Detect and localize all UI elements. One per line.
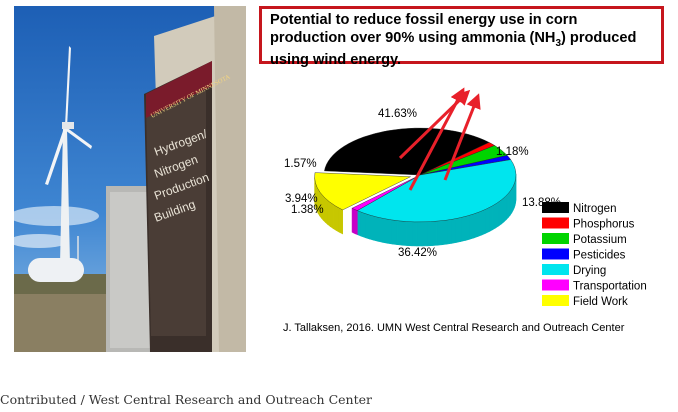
pie-chart-area: 36.42% 1.38% 3.94% 1.57% 41.63% 1.18% 13.88% N… (250, 70, 678, 340)
pie-side-transportation (351, 207, 354, 234)
pie-side-field-work (327, 199, 331, 228)
headline-box: Potential to reduce fossil energy use in… (259, 6, 664, 68)
pie-side-drying (373, 215, 379, 242)
annotation-arrows (398, 87, 481, 191)
pie-side-drying (436, 220, 443, 246)
legend-label-pesticides: Pesticides (573, 250, 626, 262)
pie-side-drying (503, 194, 507, 223)
pie-chart: 36.42%1.38%3.94%1.57%41.63%1.18%13.88% N… (284, 87, 647, 308)
pie-side-field-work (325, 197, 328, 226)
headline-line-2-post: ) produced (561, 29, 637, 46)
annotation-arrow-2 (408, 87, 465, 191)
headline-line-3: using wind energy. (270, 51, 402, 68)
legend-label-drying: Drying (573, 265, 606, 277)
pie-side-drying (464, 214, 470, 241)
turbine-blade (45, 128, 67, 185)
data-label-nitrogen: 36.42% (398, 247, 437, 259)
pie-slice-transportation (351, 174, 421, 211)
pie-side-drying (391, 219, 398, 245)
legend-swatch-nitrogen (542, 202, 569, 213)
pie-side-drying (401, 220, 408, 246)
legend-swatch-potassium (542, 233, 569, 244)
headline-line-2: production over 90% using ammonia (NH3) … (270, 30, 653, 52)
legend-swatch-pesticides (542, 248, 569, 260)
pie-side-field-work (332, 203, 337, 231)
cloud (14, 234, 69, 248)
pie-side-drying (498, 199, 502, 227)
pie-side-drying (451, 218, 457, 244)
building-wall (214, 6, 246, 352)
pie-side-drying (495, 201, 500, 229)
pie-side-drying (387, 218, 393, 245)
photo-illustration: UNIVERSITY OF MINNESOTA Hydrogen/ Nitrog… (14, 6, 246, 352)
headline-text: Potential to reduce fossil energy use in… (270, 12, 653, 69)
pie-side-drying (455, 217, 462, 243)
pie-side-drying (492, 203, 497, 231)
pie-side-drying (506, 192, 509, 221)
pie-side-drying (431, 220, 438, 246)
turbine-tower (60, 128, 70, 264)
pie-side-drying (501, 197, 505, 225)
sign-face (146, 76, 206, 336)
headline-subscript: 3 (555, 37, 561, 49)
annotation-arrow-3 (443, 93, 481, 181)
pie-side-drying (488, 205, 493, 233)
turbine-blade (65, 46, 71, 128)
photo-wind-turbine-building: UNIVERSITY OF MINNESOTA Hydrogen/ Nitrog… (14, 6, 246, 352)
headline-line-1: Potential to reduce fossil energy use in… (270, 12, 578, 28)
pie-side-drying (473, 212, 479, 239)
legend: Nitrogen Phosphorus Potassium Pesticides Dry… (542, 202, 647, 308)
pie-side-drying (382, 217, 388, 244)
pie-side-field-work (329, 201, 334, 230)
pie-side-drying (446, 219, 452, 245)
pie-side-drying (377, 216, 384, 243)
legend-label-transportation: Transportation (573, 281, 647, 293)
cloud (14, 206, 99, 226)
legend-swatch-phosphorus (542, 217, 569, 229)
pie-layer (314, 127, 517, 247)
pie-side-drying (396, 220, 403, 246)
legend-swatch-field-work (542, 295, 569, 306)
storage-tank (28, 258, 84, 282)
legend-label-nitrogen: Nitrogen (573, 203, 616, 215)
pie-slice-drying (356, 159, 517, 223)
pie-side-drying (441, 219, 448, 246)
data-label-potassium: 3.94% (285, 193, 318, 205)
pie-side-drying (369, 214, 375, 241)
headline-line-2-pre: production over 90% using ammonia (NH (270, 29, 556, 46)
legend-label-phosphorus: Phosphorus (573, 219, 635, 231)
data-label-pesticides: 1.57% (284, 158, 317, 170)
pie-side-field-work (338, 207, 343, 235)
pie-side-drying (421, 221, 428, 247)
legend-swatch-transportation (542, 279, 569, 291)
pie-side-drying (485, 207, 490, 234)
turbine-nacelle (62, 122, 74, 129)
data-label-phosphorus: 1.38% (291, 204, 324, 216)
pie-side-drying (460, 216, 466, 242)
pie-side-drying (356, 210, 362, 237)
chart-credit: J. Tallaksen, 2016. UMN West Central Res… (283, 322, 625, 334)
pie-side-drying (426, 221, 433, 247)
pie-side-drying (469, 213, 475, 240)
legend-swatch-drying (542, 264, 569, 275)
pie-side-field-work (335, 205, 340, 233)
pie-slice-field-work (314, 172, 411, 211)
data-label-drying: 41.63% (378, 108, 417, 120)
sign-band (146, 61, 212, 118)
pie-side-drying (416, 221, 423, 247)
data-label-transportation: 1.18% (496, 146, 529, 158)
pie-side-drying (481, 208, 486, 236)
pie-side-drying (360, 211, 366, 239)
pie-side-drying (364, 213, 370, 240)
pie-side-drying (406, 221, 413, 247)
turbine-blade (65, 127, 92, 149)
photo-caption: Contributed / West Central Research and … (0, 392, 372, 407)
legend-label-field-work: Field Work (573, 296, 628, 308)
legend-label-potassium: Potassium (573, 234, 627, 246)
pie-side-drying (411, 221, 418, 247)
pie-side-drying (477, 210, 483, 237)
